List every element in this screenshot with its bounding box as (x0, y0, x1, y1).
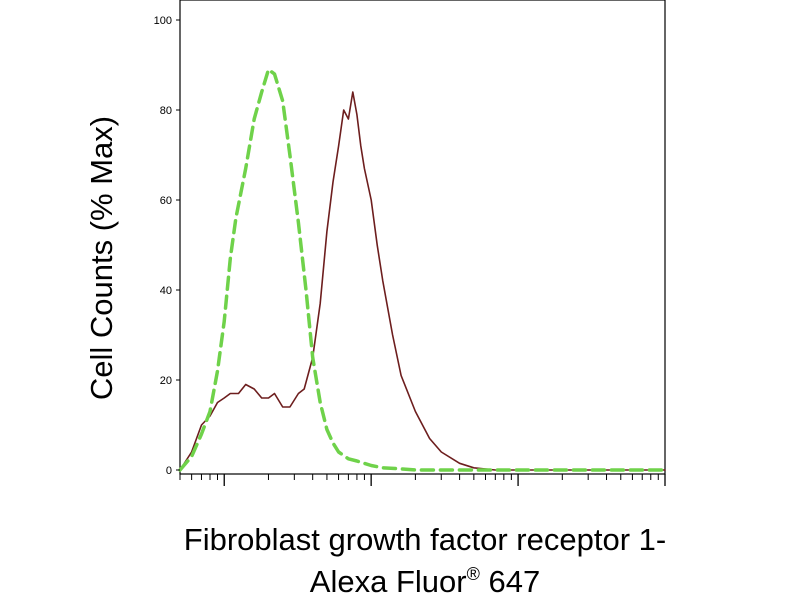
series-line-stained (179, 91, 666, 471)
y-tick-label: 40 (160, 285, 172, 297)
series-layer (178, 67, 667, 472)
x-axis-label-fluor: Alexa Fluor (310, 564, 467, 599)
y-axis-label: Cell Counts (% Max) (84, 116, 119, 400)
x-axis-label-line2: Alexa Fluor® 647 (310, 564, 540, 599)
y-tick-label: 60 (160, 195, 172, 207)
x-axis-label-channel: 647 (480, 564, 540, 599)
y-tick-label: 0 (166, 465, 172, 477)
x-axis-label-line1: Fibroblast growth factor receptor 1- (184, 522, 666, 557)
y-tick-label: 100 (154, 15, 172, 27)
plot-frame (179, 0, 666, 475)
y-tick-label: 20 (160, 375, 172, 387)
registered-mark: ® (467, 564, 480, 584)
series-line-control (178, 67, 667, 472)
ticks-layer: 0 20 40 60 80 100 (154, 15, 666, 486)
axes (179, 0, 666, 475)
y-tick-label: 80 (160, 105, 172, 117)
